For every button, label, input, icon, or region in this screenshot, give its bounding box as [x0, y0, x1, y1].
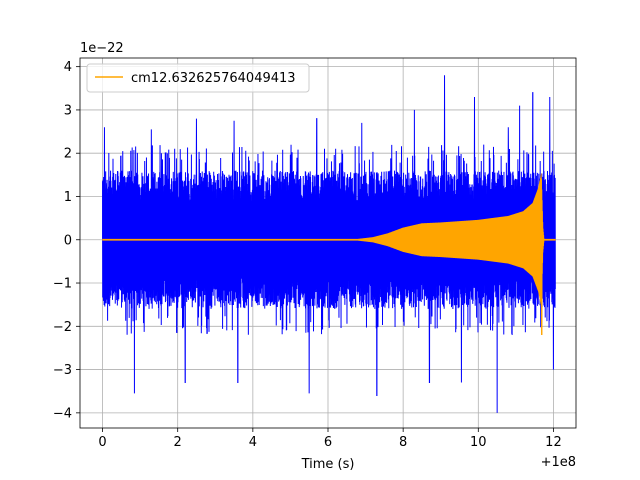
- x-tick-label: 2: [174, 435, 182, 450]
- y-tick-label: −4: [53, 406, 72, 421]
- x-tick-label: 8: [399, 435, 407, 450]
- y-tick-label: −1: [53, 277, 72, 292]
- x-tick-label: 0: [98, 435, 106, 450]
- x-tick-label: 12: [545, 435, 562, 450]
- y-tick-label: 0: [64, 233, 72, 248]
- legend-label-chirp: cm12.632625764049413: [131, 71, 296, 86]
- y-tick-label: 3: [64, 103, 72, 118]
- y-tick-label: −2: [53, 320, 72, 335]
- y-tick-label: 4: [64, 60, 72, 75]
- x-axis-ticks: 0 2 4 6 8 10 12: [98, 428, 562, 450]
- y-tick-label: 2: [64, 147, 72, 162]
- x-tick-label: 4: [249, 435, 257, 450]
- series-chirp-line: [102, 173, 556, 335]
- y-axis-ticks: −4 −3 −2 −1 0 1 2 3 4: [53, 60, 80, 421]
- legend-box: [86, 63, 310, 93]
- y-scale-label: 1e−22: [80, 41, 124, 56]
- x-tick-label: 10: [470, 435, 487, 450]
- x-tick-label: 6: [324, 435, 332, 450]
- y-tick-label: −3: [53, 363, 72, 378]
- x-axis-label: Time (s): [301, 457, 355, 472]
- x-offset-label: +1e8: [541, 455, 576, 470]
- legend: cm12.632625764049413: [86, 63, 310, 93]
- y-tick-label: 1: [64, 190, 72, 205]
